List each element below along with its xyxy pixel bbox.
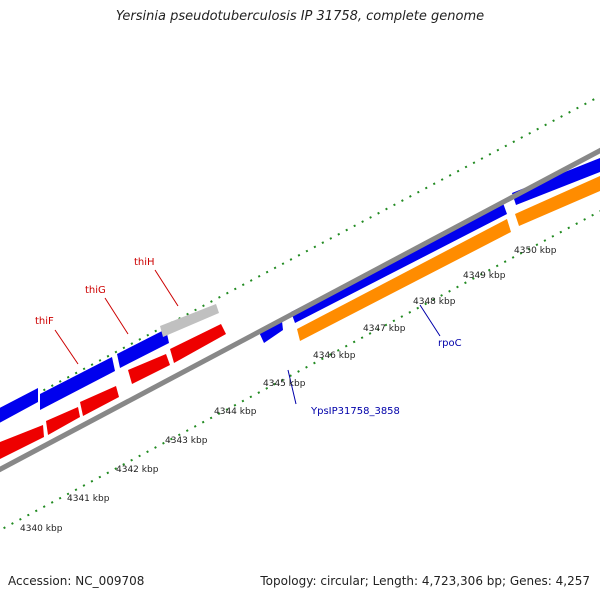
gene-feature[interactable] [0, 425, 44, 464]
accession-text: Accession: NC_009708 [8, 574, 145, 588]
gene-label-thiH[interactable]: thiH [134, 257, 155, 268]
gene-feature[interactable] [117, 329, 169, 368]
scale-tick-label: 4347 kbp [363, 324, 406, 334]
scale-tick-label: 4340 kbp [20, 524, 63, 534]
gene-feature[interactable] [46, 407, 80, 435]
outer-tick-ring [0, 95, 600, 415]
scale-tick-label: 4341 kbp [67, 494, 110, 504]
gene-feature[interactable] [80, 386, 119, 416]
scale-tick-label: 4346 kbp [313, 351, 356, 361]
rna-feature[interactable] [515, 176, 600, 226]
gene-feature[interactable] [512, 158, 600, 205]
inner-tick-ring [0, 210, 600, 532]
scale-tick-label: 4349 kbp [463, 271, 506, 281]
gene-feature[interactable] [291, 203, 507, 323]
gene-feature[interactable] [128, 354, 170, 384]
scale-tick-label: 4350 kbp [514, 246, 557, 256]
pseudo-gene-feature[interactable] [160, 304, 219, 337]
genome-summary-text: Topology: circular; Length: 4,723,306 bp… [260, 574, 590, 588]
scale-tick-label: 4345 kbp [263, 379, 306, 389]
gene-label-thiF[interactable]: thiF [35, 316, 54, 327]
reverse-strand-track [0, 324, 226, 464]
gene-name-labels: thiF thiG thiH YpsIP31758_3858 rpoC [35, 257, 462, 417]
forward-strand-track [0, 158, 600, 428]
gene-feature[interactable] [258, 321, 283, 343]
scale-tick-label: 4348 kbp [413, 297, 456, 307]
gene-label-leaders [54, 269, 441, 405]
scale-tick-labels: 4340 kbp 4341 kbp 4342 kbp 4343 kbp 4344… [20, 246, 557, 534]
gene-label-rpoC[interactable]: rpoC [438, 338, 462, 349]
rna-feature[interactable] [297, 219, 511, 341]
gene-feature[interactable] [0, 388, 38, 428]
gene-label-YpsIP31758_3858[interactable]: YpsIP31758_3858 [310, 406, 400, 417]
scale-tick-label: 4344 kbp [214, 407, 257, 417]
scale-tick-label: 4342 kbp [116, 465, 159, 475]
genome-backbone [0, 147, 600, 473]
rna-track [297, 176, 600, 341]
scale-tick-label: 4343 kbp [165, 436, 208, 446]
gene-label-thiG[interactable]: thiG [85, 285, 106, 296]
map-title: Yersinia pseudotuberculosis IP 31758, co… [115, 9, 485, 24]
gene-feature[interactable] [170, 324, 226, 363]
gene-feature[interactable] [40, 357, 115, 410]
